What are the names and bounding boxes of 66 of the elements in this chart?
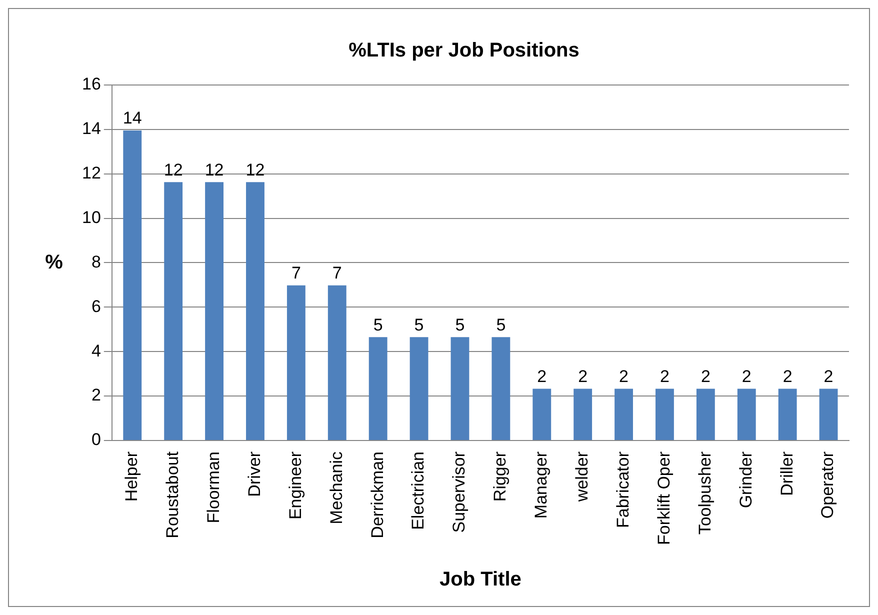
bar bbox=[778, 388, 797, 440]
bar bbox=[574, 388, 592, 440]
bar bbox=[737, 388, 756, 440]
x-tick-label: Driller bbox=[777, 451, 796, 496]
x-tick-label: Mechanic bbox=[326, 450, 346, 524]
y-tick-label: 12 bbox=[82, 164, 101, 183]
y-tick-label: 10 bbox=[82, 208, 101, 227]
data-label: 2 bbox=[824, 366, 834, 386]
bar bbox=[328, 285, 346, 440]
x-tick-label: Derrickman bbox=[368, 451, 387, 538]
data-label: 2 bbox=[537, 366, 547, 386]
x-tick-label: welder bbox=[572, 451, 592, 503]
y-tick-label: 6 bbox=[91, 296, 101, 316]
data-label: 5 bbox=[455, 315, 465, 334]
bar bbox=[286, 285, 306, 440]
x-tick-label: Supervisor bbox=[450, 451, 469, 533]
y-tick-label: 16 bbox=[82, 74, 101, 94]
x-tick-label: Electrician bbox=[408, 451, 428, 530]
x-tick-label: Operator bbox=[818, 451, 838, 519]
x-tick-label: Fabricator bbox=[613, 451, 632, 528]
data-label: 12 bbox=[246, 160, 265, 180]
data-label: 12 bbox=[204, 160, 224, 180]
x-tick-label: Forklift Oper bbox=[654, 451, 674, 546]
x-tick-label: Driver bbox=[244, 451, 264, 497]
bar bbox=[656, 388, 674, 440]
bar bbox=[164, 182, 183, 440]
data-label: 2 bbox=[660, 366, 670, 386]
data-label: 2 bbox=[619, 366, 629, 386]
x-tick-label: Engineer bbox=[286, 451, 305, 520]
x-tick-label: Toolpusher bbox=[695, 451, 714, 535]
x-tick-label: Floorman bbox=[204, 451, 223, 524]
x-tick-label: Manager bbox=[532, 451, 551, 519]
bar bbox=[696, 388, 715, 440]
data-label: 2 bbox=[700, 366, 710, 386]
data-label: 5 bbox=[373, 315, 383, 334]
y-tick-label: 2 bbox=[91, 386, 101, 405]
y-tick-label: 0 bbox=[91, 430, 101, 450]
bar bbox=[819, 388, 838, 440]
data-label: 2 bbox=[742, 366, 752, 386]
data-label: 5 bbox=[414, 315, 424, 334]
x-tick-label: Grinder bbox=[736, 451, 756, 508]
bar bbox=[614, 388, 633, 440]
bar bbox=[246, 182, 264, 440]
data-label: 2 bbox=[578, 366, 588, 386]
x-tick-label: Rigger bbox=[490, 451, 510, 502]
data-label: 7 bbox=[291, 264, 301, 283]
y-axis-title: % bbox=[45, 251, 64, 274]
data-label: 7 bbox=[332, 264, 342, 283]
chart-title: %LTIs per Job Positions bbox=[348, 40, 580, 62]
data-label: 12 bbox=[164, 160, 183, 180]
bar bbox=[205, 182, 224, 440]
bar bbox=[450, 337, 470, 440]
bar bbox=[123, 130, 142, 440]
x-tick-label: Roustabout bbox=[163, 451, 182, 538]
x-tick-label: Helper bbox=[122, 451, 142, 502]
data-label: 14 bbox=[122, 108, 142, 128]
bar bbox=[368, 337, 388, 440]
x-axis-title: Job Title bbox=[440, 568, 522, 591]
y-tick-label: 4 bbox=[91, 341, 101, 360]
y-tick-label: 8 bbox=[91, 252, 101, 272]
data-label: 2 bbox=[782, 366, 792, 386]
data-label: 5 bbox=[496, 315, 506, 334]
bar bbox=[492, 337, 510, 440]
y-tick-label: 14 bbox=[82, 119, 101, 138]
bar bbox=[532, 388, 552, 440]
bar bbox=[410, 337, 428, 440]
